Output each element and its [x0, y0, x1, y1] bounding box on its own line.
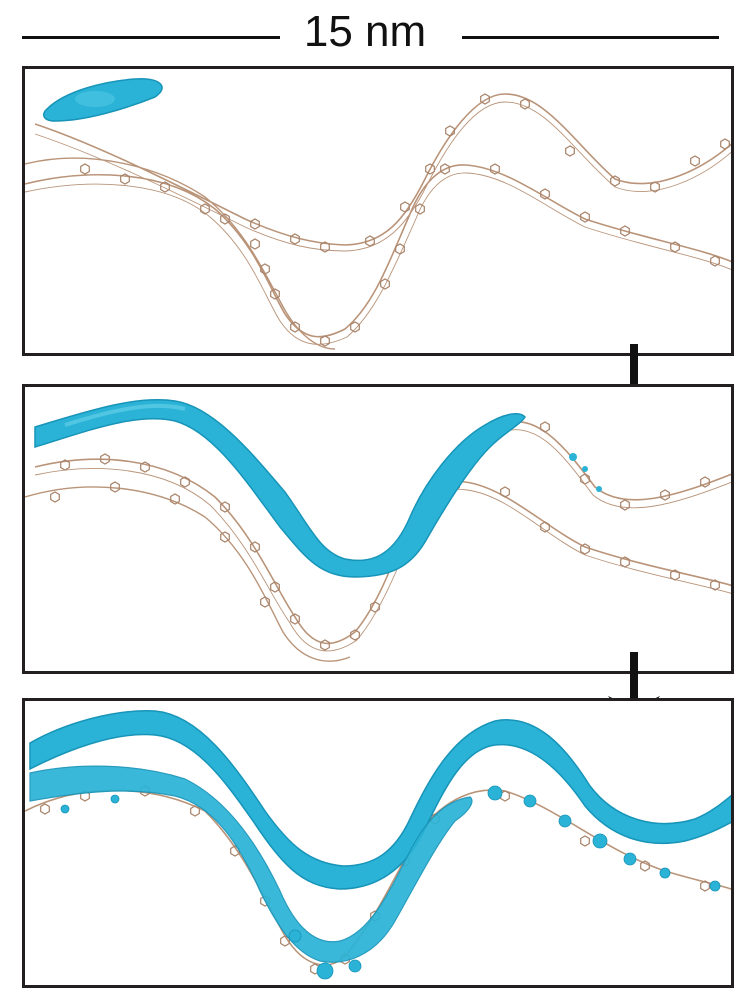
- phenyl-ring: [120, 173, 130, 185]
- scale-bar: 15 nm: [0, 0, 739, 62]
- phenyl-ring: [540, 421, 550, 433]
- phenyl-ring: [660, 489, 670, 501]
- water-cluster: [42, 78, 163, 122]
- water-channel: [34, 399, 602, 578]
- panel-stage-3: [22, 698, 734, 988]
- scale-bar-line-right: [462, 36, 719, 39]
- phenyl-ring: [580, 473, 590, 485]
- phenyl-ring: [220, 501, 230, 513]
- phenyl-ring: [490, 163, 500, 175]
- phenyl-rings: [50, 421, 720, 651]
- phenyl-ring: [180, 476, 190, 488]
- water-channel-middle: [29, 765, 473, 963]
- phenyl-rings: [80, 93, 730, 347]
- phenyl-ring: [720, 138, 730, 150]
- phenyl-ring: [170, 493, 180, 505]
- phenyl-ring: [620, 556, 630, 568]
- phenyl-ring: [320, 241, 330, 253]
- phenyl-ring: [220, 531, 230, 543]
- phenyl-ring: [670, 569, 680, 581]
- phenyl-ring: [110, 481, 120, 493]
- phenyl-ring: [700, 476, 710, 488]
- phenyl-ring: [580, 543, 590, 555]
- phenyl-ring: [445, 125, 455, 137]
- polymer-chain-upper: [34, 93, 731, 252]
- polymer-chain-right: [494, 421, 731, 509]
- phenyl-ring: [415, 203, 425, 215]
- phenyl-ring: [160, 181, 170, 193]
- phenyl-ring: [580, 835, 590, 847]
- phenyl-ring: [480, 93, 490, 105]
- phenyl-ring: [365, 235, 375, 247]
- molecular-render-stage-3: [25, 710, 731, 980]
- phenyl-ring: [710, 579, 720, 591]
- phenyl-ring: [80, 163, 90, 175]
- molecular-render-stage-2: [25, 399, 731, 662]
- phenyl-ring: [320, 639, 330, 651]
- phenyl-ring: [650, 181, 660, 193]
- phenyl-ring: [270, 581, 280, 593]
- phenyl-ring: [260, 263, 270, 275]
- phenyl-ring: [620, 499, 630, 511]
- phenyl-ring: [425, 163, 435, 175]
- phenyl-ring: [190, 805, 200, 817]
- phenyl-ring: [350, 321, 360, 333]
- water-channel-upper: [29, 710, 731, 890]
- phenyl-ring: [540, 188, 550, 200]
- phenyl-ring: [580, 211, 590, 223]
- phenyl-ring: [50, 491, 60, 503]
- phenyl-ring: [565, 145, 575, 157]
- phenyl-ring: [700, 880, 710, 892]
- phenyl-ring: [500, 486, 510, 498]
- phenyl-ring: [260, 596, 270, 608]
- phenyl-ring: [520, 98, 530, 110]
- phenyl-ring: [620, 225, 630, 237]
- phenyl-ring: [670, 241, 680, 253]
- phenyl-ring: [200, 203, 210, 215]
- phenyl-ring: [250, 541, 260, 553]
- phenyl-ring: [290, 613, 300, 625]
- phenyl-ring: [100, 453, 110, 465]
- phenyl-ring: [400, 201, 410, 213]
- phenyl-ring: [290, 321, 300, 333]
- polymer-chain-middle: [25, 164, 731, 345]
- panel-stage-1: [22, 66, 734, 356]
- phenyl-ring: [350, 629, 360, 641]
- phenyl-ring: [270, 288, 280, 300]
- phenyl-ring: [395, 243, 405, 255]
- phenyl-ring: [370, 601, 380, 613]
- phenyl-ring: [290, 233, 300, 245]
- phenyl-ring: [610, 175, 620, 187]
- polymer-chain-lower: [25, 486, 351, 662]
- polymer-chain-lower: [25, 157, 336, 350]
- scale-bar-line-left: [22, 36, 280, 39]
- phenyl-ring: [640, 860, 650, 872]
- phenyl-ring: [440, 163, 450, 175]
- phenyl-ring: [380, 278, 390, 290]
- phenyl-ring: [320, 335, 330, 347]
- phenyl-ring: [690, 155, 700, 167]
- scale-bar-label: 15 nm: [303, 7, 427, 56]
- panel-stage-2: [22, 384, 734, 674]
- molecular-render-stage-1: [25, 78, 731, 350]
- phenyl-ring: [220, 213, 230, 225]
- phenyl-ring: [140, 461, 150, 473]
- phenyl-ring: [40, 803, 50, 815]
- phenyl-ring: [710, 255, 720, 267]
- water-droplets: [60, 785, 721, 980]
- phenyl-ring: [540, 521, 550, 533]
- phenyl-ring: [250, 218, 260, 230]
- phenyl-ring: [60, 459, 70, 471]
- phenyl-ring: [250, 238, 260, 250]
